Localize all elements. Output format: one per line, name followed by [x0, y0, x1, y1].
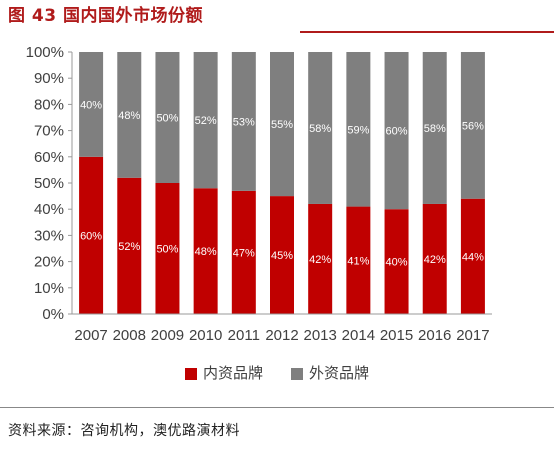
data-label: 50% [156, 244, 178, 256]
plot-area: 0% 10% 20% 30% 40% 50% 60% 70% 80% 90% 100% 60% 40%… [0, 34, 554, 404]
bar-segment-domestic [384, 209, 409, 314]
data-label: 60% [80, 230, 102, 242]
data-label: 56% [462, 120, 484, 132]
legend: 内资品牌 外资品牌 [185, 365, 369, 382]
y-tick-label: 100% [26, 44, 64, 61]
data-label: 44% [462, 251, 484, 263]
y-tick-label: 10% [34, 280, 64, 297]
figure-header: 图 43 国内国外市场份额 [0, 0, 554, 34]
y-tick-label: 30% [34, 227, 64, 244]
bar-segment-domestic [155, 183, 180, 314]
data-label: 60% [386, 126, 408, 138]
y-tick-label: 70% [34, 123, 64, 140]
data-label: 48% [118, 110, 140, 122]
y-tick-label: 60% [34, 149, 64, 166]
legend-label: 内资品牌 [203, 365, 263, 382]
y-tick-label: 80% [34, 96, 64, 113]
bar-segment-domestic [79, 156, 104, 314]
x-tick-label: 2016 [418, 327, 451, 344]
x-tick-label: 2007 [74, 327, 107, 344]
data-label: 50% [156, 113, 178, 125]
y-axis: 0% 10% 20% 30% 40% 50% 60% 70% 80% 90% 100% [26, 44, 73, 323]
data-label: 42% [424, 254, 446, 266]
source-note: 资料来源：咨询机构，澳优路演材料 [8, 423, 240, 439]
bar-segment-foreign [308, 52, 333, 204]
x-tick-label: 2012 [265, 327, 298, 344]
bar-segment-foreign [460, 52, 485, 199]
y-tick-label: 50% [34, 175, 64, 192]
bar-segment-foreign [384, 52, 409, 210]
data-label: 42% [309, 254, 331, 266]
bar-segment-foreign [193, 52, 218, 189]
bar-segment-foreign [422, 52, 447, 204]
x-tick-label: 2017 [456, 327, 489, 344]
data-label: 52% [195, 115, 217, 127]
x-tick-label: 2010 [189, 327, 222, 344]
data-label: 52% [118, 241, 140, 253]
bar-segment-domestic [422, 203, 447, 314]
y-tick-label: 40% [34, 201, 64, 218]
bar-segment-domestic [308, 203, 333, 314]
data-label: 53% [233, 116, 255, 128]
data-label: 58% [309, 123, 331, 135]
legend-item-foreign: 外资品牌 [291, 365, 369, 382]
y-tick-label: 90% [34, 70, 64, 87]
x-tick-label: 2008 [113, 327, 146, 344]
bar-segment-domestic [231, 190, 256, 314]
legend-label: 外资品牌 [309, 365, 369, 382]
stacked-bar-chart: 0% 10% 20% 30% 40% 50% 60% 70% 80% 90% 100% 60% 40%… [26, 44, 492, 382]
bar-segment-domestic [346, 206, 371, 314]
bar-segment-foreign [346, 52, 371, 207]
bar-segment-foreign [270, 52, 294, 197]
y-tick-label: 20% [34, 254, 64, 271]
x-tick-label: 2011 [228, 327, 260, 344]
bar-segment-domestic [117, 177, 142, 314]
legend-swatch [291, 368, 303, 380]
legend-item-domestic: 内资品牌 [185, 365, 263, 382]
bar-segment-domestic [193, 188, 218, 314]
figure-title: 图 43 国内国外市场份额 [8, 6, 203, 26]
data-label: 48% [195, 246, 217, 258]
data-label: 40% [386, 257, 408, 269]
y-tick-label: 0% [42, 306, 64, 323]
x-axis: 2007 2008 2009 2010 2011 2012 2013 2014 2015 2016… [72, 313, 492, 344]
bar-segment-foreign [117, 52, 142, 178]
source-rule [0, 407, 554, 408]
bar-segment-foreign [155, 52, 180, 183]
x-tick-label: 2009 [151, 327, 184, 344]
data-label: 58% [424, 123, 446, 135]
bar-segment-domestic [460, 198, 485, 314]
data-label: 59% [347, 124, 369, 136]
data-label: 47% [233, 247, 255, 259]
data-label: 45% [271, 250, 293, 262]
x-tick-label: 2015 [380, 327, 413, 344]
x-tick-label: 2013 [303, 327, 336, 344]
legend-swatch [185, 368, 197, 380]
bars: 60% 40% 52% 48% 50% 50% 48% 52% 47% 53% 45% 55% 42% 5… [79, 52, 485, 314]
bar-segment-foreign [79, 52, 104, 157]
x-tick-label: 2014 [342, 327, 375, 344]
data-label: 55% [271, 119, 293, 131]
bar-segment-foreign [231, 52, 256, 191]
data-label: 41% [347, 255, 369, 267]
title-rule [300, 31, 554, 33]
bar-segment-domestic [270, 196, 294, 314]
data-label: 40% [80, 99, 102, 111]
